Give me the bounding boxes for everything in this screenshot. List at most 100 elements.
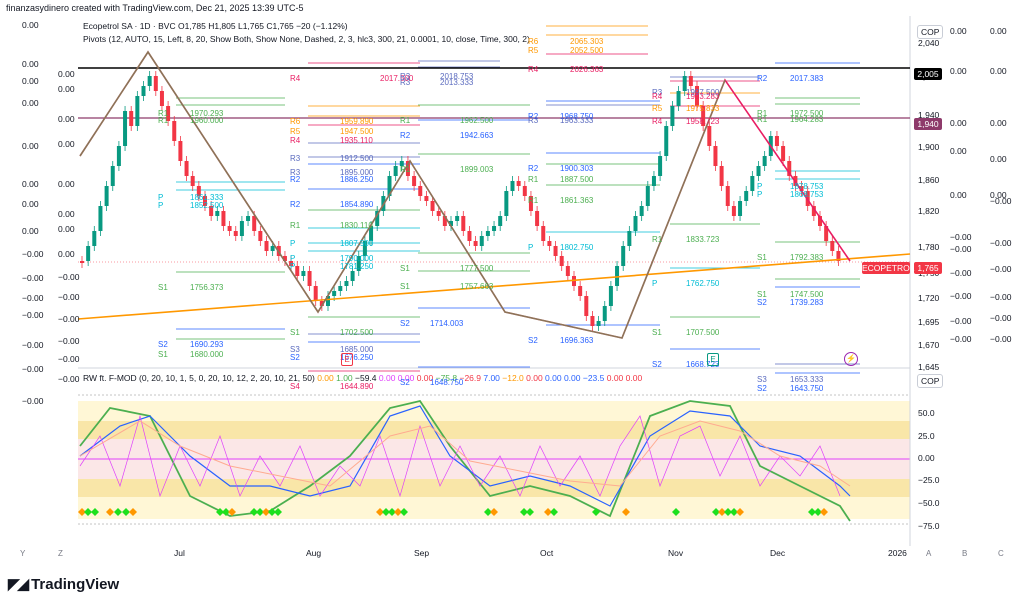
time-tick-label: 2026 <box>888 548 907 558</box>
candle <box>246 216 251 221</box>
signal-diamond <box>520 508 528 516</box>
signal-diamond <box>808 508 816 516</box>
corner-label: C <box>998 549 1004 558</box>
pivot-level-value: 1830.110 <box>340 221 373 230</box>
pivot-level-tag: S1 <box>757 253 767 262</box>
osc-legend-value: 7.00 <box>481 373 500 383</box>
candle <box>221 211 226 226</box>
overlay-value: −0.00 <box>22 273 44 283</box>
pivot-level-tag: S2 <box>290 353 300 362</box>
candle <box>227 226 232 231</box>
candle <box>313 286 318 301</box>
price-tick-label: 1,645 <box>918 362 940 372</box>
overlay-value: 0.00 <box>58 179 75 189</box>
overlay-value: 0.00 <box>22 76 39 86</box>
candle <box>516 181 521 186</box>
pivot-level-value: 1762.750 <box>686 279 720 288</box>
main-legend-line1: Ecopetrol SA · 1D · BVC O1,785 H1,805 L1… <box>83 21 348 31</box>
signal-diamond <box>592 508 600 516</box>
price-tick-label: 1,780 <box>918 242 940 252</box>
trend-line[interactable] <box>77 253 911 320</box>
corner-label: B <box>962 549 968 558</box>
pivot-level-tag: P <box>290 254 296 263</box>
dividend-icon[interactable]: ⚡ <box>844 352 858 366</box>
pivot-level-value: 1868.753 <box>790 190 824 199</box>
pivot-level-tag: S1 <box>652 328 662 337</box>
candle <box>553 246 558 256</box>
osc-currency-badge[interactable]: COP <box>917 374 944 388</box>
pivot-level-tag: S1 <box>757 290 767 299</box>
price-tick-label: 1,900 <box>918 142 940 152</box>
pivot-level-tag: R2 <box>528 112 539 121</box>
pivot-level-tag: R2 <box>400 131 411 140</box>
candle <box>750 176 755 191</box>
candle <box>608 286 613 306</box>
osc-legend-value: 0.00 <box>542 373 562 383</box>
overlay-value: −0.00 <box>22 293 44 303</box>
corner-label: Y <box>20 549 26 558</box>
price-tick-label: 1,670 <box>918 340 940 350</box>
earnings-badge-2[interactable]: E <box>707 353 719 366</box>
signal-diamond <box>672 508 680 516</box>
pivot-level-value: 1886.250 <box>340 175 374 184</box>
candle <box>528 196 533 211</box>
pivot-level-value: 1833.723 <box>686 235 720 244</box>
signal-diamond <box>526 508 534 516</box>
candle <box>492 226 497 231</box>
pivot-level-value: 1690.293 <box>190 340 224 349</box>
signal-diamond <box>622 508 630 516</box>
candle <box>781 146 786 161</box>
pivot-level-tag: S1 <box>400 264 410 273</box>
candle <box>578 286 583 296</box>
pivot-level-value: 1968.750 <box>560 112 594 121</box>
pivot-level-value: 1702.500 <box>340 328 374 337</box>
candle <box>756 166 761 176</box>
overlay-value: −0.00 <box>990 334 1012 344</box>
candle <box>701 106 706 126</box>
pivot-level-value: 1643.750 <box>790 384 824 393</box>
overlay-value: 0.00 <box>22 199 39 209</box>
overlay-value: −0.00 <box>950 316 972 326</box>
overlay-value: 0.00 <box>58 69 75 79</box>
candle <box>455 216 460 221</box>
overlay-value: 0.00 <box>990 190 1007 200</box>
candle <box>559 256 564 266</box>
overlay-value: 0.00 <box>58 209 75 219</box>
candle <box>442 216 447 226</box>
overlay-value: 0.00 <box>950 118 967 128</box>
earnings-badge-1[interactable]: E <box>341 353 353 366</box>
signal-diamond <box>256 508 264 516</box>
signal-diamond <box>250 508 258 516</box>
symbol-tag: ECOPETROL <box>862 262 915 274</box>
pivot-level-tag: R2 <box>290 175 301 184</box>
signal-diamond <box>550 508 558 516</box>
signal-diamond <box>129 508 137 516</box>
candle <box>485 231 490 236</box>
pivot-level-value: 2017.500 <box>380 74 414 83</box>
pivot-level-value: 1707.500 <box>686 328 720 337</box>
pivot-level-value: 1739.283 <box>790 298 824 307</box>
candle <box>375 211 380 226</box>
chart-canvas[interactable] <box>0 16 1024 563</box>
overlay-value: −0.00 <box>58 314 80 324</box>
candle <box>547 241 552 246</box>
signal-diamond <box>820 508 828 516</box>
pivot-level-tag: R1 <box>528 196 539 205</box>
osc-legend-value: 0.00 <box>317 373 334 383</box>
pivot-level-value: 1935.110 <box>340 136 373 145</box>
osc-tick-label: 50.0 <box>918 408 935 418</box>
pivot-level-tag: R4 <box>652 92 663 101</box>
signal-diamond <box>268 508 276 516</box>
price-tick-label: 1,695 <box>918 317 940 327</box>
signal-diamond <box>91 508 99 516</box>
candle <box>430 201 435 211</box>
currency-badge[interactable]: COP <box>917 25 944 39</box>
pivot-level-value: 1680.000 <box>190 350 224 359</box>
candle <box>535 211 540 226</box>
overlay-value: 0.00 <box>950 26 967 36</box>
candle <box>418 186 423 196</box>
candle <box>196 186 201 196</box>
pivot-level-value: 1861.363 <box>560 196 594 205</box>
candle <box>123 111 128 146</box>
candle <box>369 226 374 241</box>
